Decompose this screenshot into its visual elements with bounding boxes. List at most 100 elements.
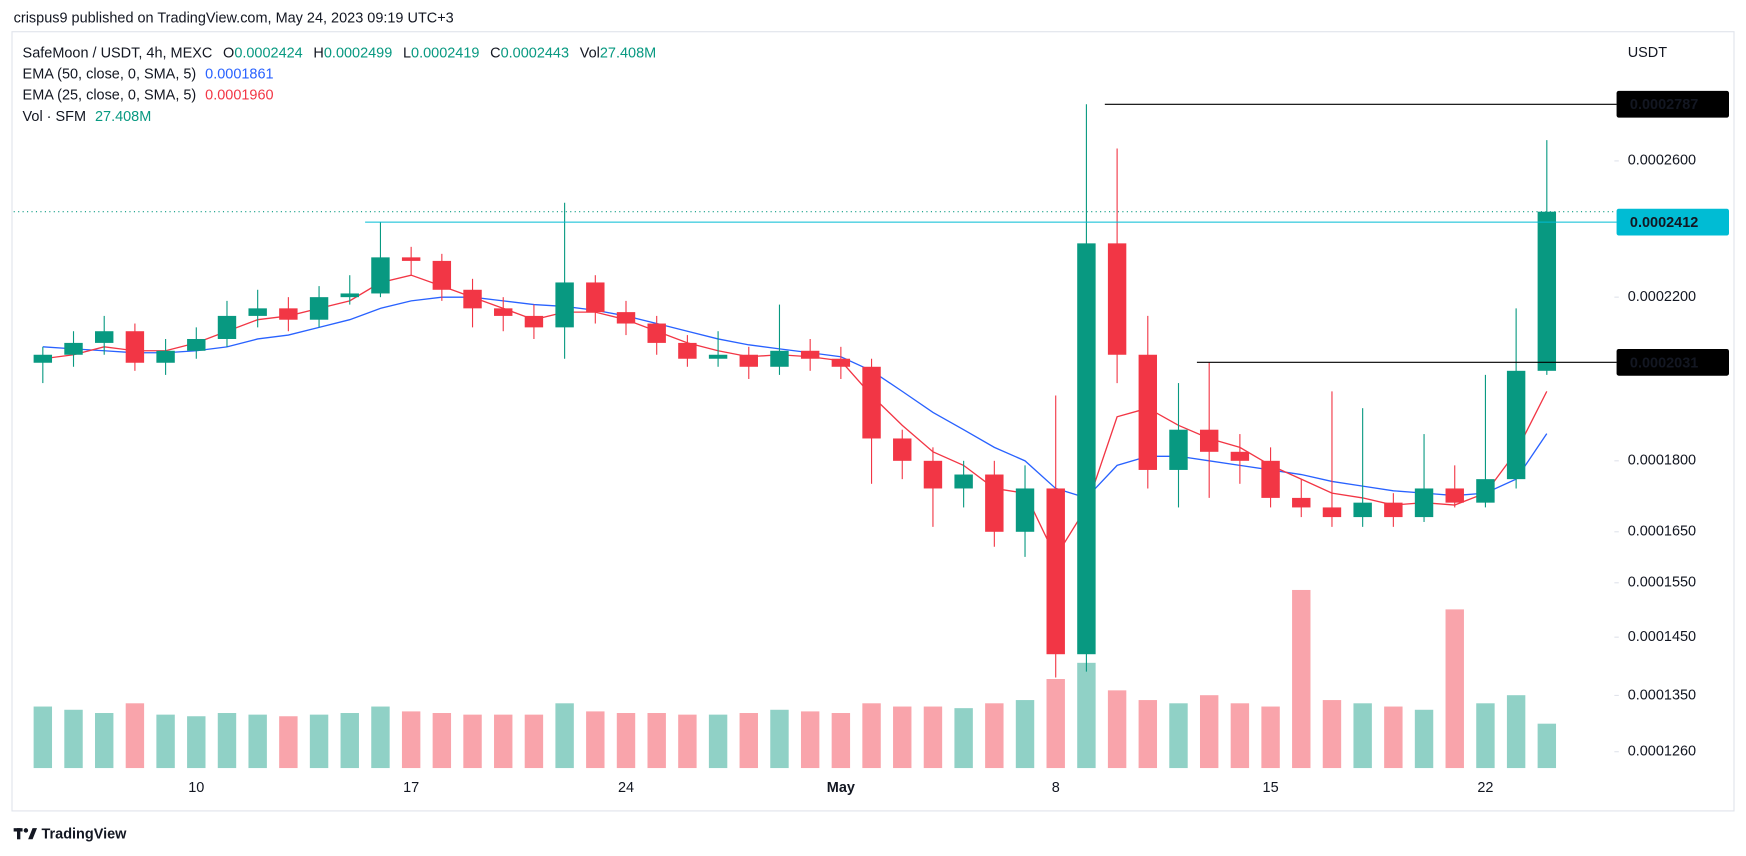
volume-bar — [279, 716, 298, 769]
volume-bar — [1169, 703, 1188, 769]
price-label: 0.0002412 — [1630, 215, 1698, 231]
volume-bar — [432, 713, 452, 769]
x-tick-label: 15 — [1263, 780, 1279, 796]
x-tick-label: 8 — [1052, 780, 1060, 796]
volume-bar — [647, 713, 666, 769]
legend-value: 0.0001960 — [205, 88, 273, 104]
volume-bar — [524, 714, 544, 769]
volume-bar — [800, 711, 820, 769]
ohlc-label: C — [490, 45, 500, 61]
volume-bar — [64, 709, 83, 769]
volume-bar — [248, 714, 267, 769]
candle-body — [985, 474, 1004, 532]
candle-body — [923, 460, 943, 489]
candle-body — [94, 331, 114, 343]
volume-bar — [309, 714, 329, 769]
candle-body — [1046, 488, 1065, 655]
y-tick-label: 0.0002200 — [1628, 289, 1696, 305]
candle-body — [494, 308, 513, 316]
y-tick-label: 0.0001550 — [1628, 575, 1696, 591]
candle-layer — [33, 104, 1557, 678]
ema-line — [42, 296, 1548, 499]
candle-body — [524, 315, 544, 328]
candle-body — [371, 257, 390, 294]
candle-body — [1107, 243, 1127, 355]
volume-bar — [586, 711, 605, 769]
candle-body — [1414, 488, 1434, 518]
vol-value: 27.408M — [600, 45, 656, 61]
volume-bar — [1046, 679, 1065, 769]
volume-bar — [1414, 709, 1434, 769]
volume-bar — [217, 713, 237, 769]
volume-bar — [1077, 662, 1096, 769]
ohlc-label: H — [313, 45, 323, 61]
volume-bar — [1199, 695, 1219, 769]
legend-name: EMA (25, close, 0, SMA, 5) — [23, 88, 197, 104]
volume-bar — [1138, 700, 1158, 769]
price-label-box — [1616, 90, 1729, 118]
x-tick-label: 24 — [618, 780, 634, 796]
level-layer: 0.0002787 0.0002412 0.0002031 — [13, 90, 1729, 376]
candle-body — [1384, 502, 1403, 518]
volume-bar — [831, 713, 851, 769]
candle-body — [401, 257, 421, 261]
candle-body — [187, 338, 206, 351]
x-tick-label: 10 — [188, 780, 204, 796]
volume-bar — [1506, 695, 1526, 769]
candle-body — [432, 260, 452, 290]
volume-bar — [1261, 706, 1280, 769]
candle-body — [248, 308, 267, 316]
legend-ema50: EMA (50, close, 0, SMA, 5) 0.0001861 — [23, 66, 274, 82]
logo-part — [28, 828, 38, 840]
legend-name: Vol · SFM — [23, 109, 87, 125]
candle-body — [463, 289, 482, 309]
volume-bar — [371, 706, 390, 769]
candle-body — [1169, 429, 1188, 470]
volume-bar — [1230, 703, 1250, 769]
candle-body — [616, 312, 636, 324]
volume-bar — [954, 708, 973, 769]
volume-bar — [1476, 703, 1495, 769]
volume-bar — [340, 713, 359, 769]
y-tick-label: 0.0001350 — [1628, 687, 1696, 703]
candle-body — [340, 293, 359, 298]
volume-bar — [985, 703, 1004, 769]
candle-body — [1138, 354, 1158, 470]
candle-body — [1199, 429, 1219, 452]
candle-body — [586, 282, 605, 313]
volume-bar — [739, 713, 758, 769]
ohlc-value: 0.0002419 — [411, 45, 479, 61]
candle-body — [708, 354, 728, 359]
volume-bar — [187, 716, 206, 769]
candle-body — [217, 315, 237, 339]
candle-body — [862, 366, 881, 439]
brand: TradingView — [41, 827, 127, 843]
candle-body — [1292, 497, 1311, 508]
legend-value: 0.0001861 — [205, 66, 273, 82]
volume-bar — [862, 703, 881, 769]
candle-body — [309, 297, 329, 320]
ohlc-value: 0.0002499 — [324, 45, 392, 61]
candle-body — [1506, 370, 1526, 480]
currency: USDT — [1628, 45, 1668, 61]
candle-body — [770, 350, 789, 367]
volume-bar — [555, 703, 574, 769]
candle-body — [1537, 211, 1557, 371]
volume-bar — [494, 714, 513, 769]
candle-body — [800, 350, 820, 359]
candle-body — [125, 331, 145, 363]
legend-main: SafeMoon / USDT, 4h, MEXC O0.0002424 H0.… — [23, 45, 657, 61]
axis-layer: 0.0002600 0.0002200 0.0001800 0.0001650 0.00… — [188, 153, 1696, 796]
volume-bar — [1384, 706, 1403, 769]
y-tick-label: 0.0001800 — [1628, 453, 1696, 469]
volume-bar — [1322, 700, 1342, 769]
volume-bar — [893, 706, 912, 769]
candle-body — [1015, 488, 1035, 532]
ohlc-value: 0.0002424 — [234, 45, 302, 61]
x-tick-label: May — [827, 780, 855, 796]
symbol: SafeMoon / USDT, 4h, MEXC — [23, 45, 213, 61]
volume-bar — [33, 706, 53, 769]
x-tick-label: 17 — [403, 780, 419, 796]
legend-ema25: EMA (25, close, 0, SMA, 5) 0.0001960 — [23, 88, 274, 104]
